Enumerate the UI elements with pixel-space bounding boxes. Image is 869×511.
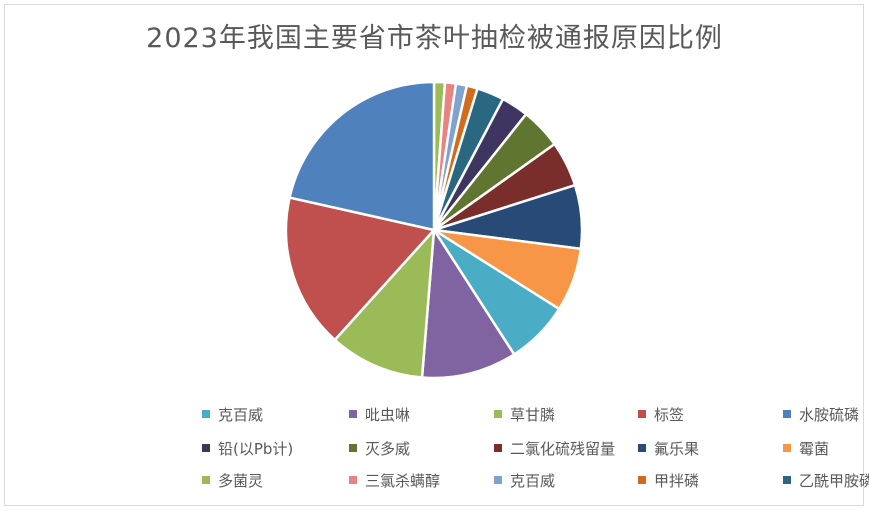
legend-swatch <box>638 476 646 484</box>
legend-label: 氟乐果 <box>654 439 700 458</box>
legend-item: 三氯杀螨醇 <box>349 470 440 490</box>
legend-item: 克百威 <box>494 470 555 490</box>
legend-swatch <box>638 444 646 452</box>
pie-slice-14 <box>288 80 436 232</box>
legend-swatch <box>494 444 502 452</box>
legend-label: 乙酰甲胺磷 <box>799 471 869 490</box>
legend-swatch <box>783 444 791 452</box>
legend-label: 多菌灵 <box>218 471 264 490</box>
legend-item: 多菌灵 <box>202 470 263 490</box>
legend-label: 水胺硫磷 <box>799 405 860 424</box>
legend-item: 水胺硫磷 <box>783 404 859 424</box>
legend-swatch <box>349 444 357 452</box>
legend-item: 克百威 <box>202 404 263 424</box>
legend-swatch <box>783 476 791 484</box>
legend-swatch <box>494 410 502 418</box>
legend-label: 灭多威 <box>365 439 411 458</box>
legend-swatch <box>202 476 210 484</box>
legend-swatch <box>349 476 357 484</box>
legend-label: 甲拌磷 <box>654 471 700 490</box>
legend-swatch <box>638 410 646 418</box>
pie-slice-12 <box>333 226 436 379</box>
legend-label: 三氯杀螨醇 <box>365 471 441 490</box>
legend-item: 乙酰甲胺磷 <box>783 470 869 490</box>
legend-label: 铅(以Pb计) <box>218 439 294 458</box>
legend-swatch <box>783 410 791 418</box>
legend-item: 甲拌磷 <box>638 470 699 490</box>
legend-label: 草甘膦 <box>510 405 556 424</box>
legend-swatch <box>349 410 357 418</box>
legend-label: 克百威 <box>218 405 264 424</box>
chart-title: 2023年我国主要省市茶叶抽检被通报原因比例 <box>146 23 723 54</box>
legend-item: 铅(以Pb计) <box>202 438 293 458</box>
legend-item: 草甘膦 <box>494 404 555 424</box>
legend-item: 霉菌 <box>783 438 829 458</box>
legend-item: 灭多威 <box>349 438 410 458</box>
legend-swatch <box>202 444 210 452</box>
legend-label: 霉菌 <box>799 439 830 458</box>
legend-item: 氟乐果 <box>638 438 699 458</box>
legend-item: 吡虫啉 <box>349 404 410 424</box>
legend-item: 二氯化硫残留量 <box>494 438 615 458</box>
legend-item: 标签 <box>638 404 684 424</box>
legend-label: 标签 <box>654 405 685 424</box>
legend-label: 克百威 <box>510 471 556 490</box>
legend-label: 二氯化硫残留量 <box>510 439 616 458</box>
pie-slice-13 <box>284 196 437 342</box>
pie-slice-11 <box>420 226 516 380</box>
legend-swatch <box>494 476 502 484</box>
legend-swatch <box>202 410 210 418</box>
legend-label: 吡虫啉 <box>365 405 411 424</box>
